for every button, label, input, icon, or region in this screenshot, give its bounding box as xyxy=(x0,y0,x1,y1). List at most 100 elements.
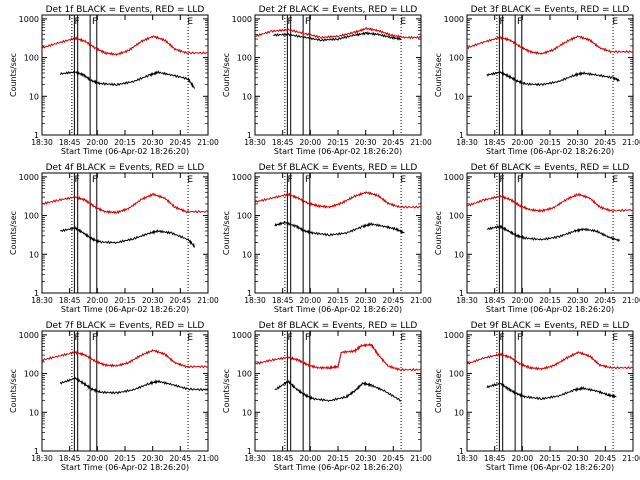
x-tick-label: 18:30 xyxy=(31,138,53,147)
y-tick-label: 1000 xyxy=(444,15,464,24)
x-axis-label: Start Time (06-Apr-02 18:26:20) xyxy=(486,305,614,314)
x-tick-label: 18:30 xyxy=(31,454,53,463)
series-lld-line xyxy=(466,34,634,56)
panel-1: Det 1f BLACK = Events, RED = LLD 1 10 100 10… xyxy=(9,5,219,156)
interval-marker-F: F xyxy=(305,175,310,185)
interval-marker-E: E xyxy=(400,333,406,343)
series-lld-line xyxy=(466,192,634,213)
panel-title: Det 2f BLACK = Events, RED = LLD xyxy=(259,5,418,15)
interval-marker-F: F xyxy=(288,333,293,343)
interval-marker-F: F xyxy=(305,333,310,343)
panel-8: Det 8f BLACK = Events, RED = LLD 1 10 100 10… xyxy=(222,321,432,472)
x-tick-label: 20:00 xyxy=(87,454,109,463)
plot-frame xyxy=(41,172,209,294)
x-tick-label: 18:30 xyxy=(456,138,478,147)
y-tick-label: 1 xyxy=(459,447,464,456)
y-axis-label: Counts/sec xyxy=(9,369,18,413)
x-tick-label: 18:45 xyxy=(59,454,81,463)
x-tick-label: 18:45 xyxy=(484,454,506,463)
interval-marker-F: F xyxy=(288,175,293,185)
x-tick-label: 21:00 xyxy=(197,296,219,305)
y-tick-label: 1000 xyxy=(232,15,252,24)
interval-marker-F: F xyxy=(92,175,97,185)
x-axis-label: Start Time (06-Apr-02 18:26:20) xyxy=(61,305,189,314)
x-tick-label: 18:30 xyxy=(244,454,266,463)
x-tick-label: 21:00 xyxy=(410,454,432,463)
y-tick-label: 1 xyxy=(459,131,464,140)
y-tick-label: 1000 xyxy=(19,331,39,340)
y-tick-label: 1000 xyxy=(232,173,252,182)
y-tick-label: 10 xyxy=(242,92,252,101)
y-tick-label: 10 xyxy=(29,408,39,417)
x-tick-label: 20:00 xyxy=(87,296,109,305)
interval-marker-F: F xyxy=(75,175,80,185)
interval-marker-E: E xyxy=(400,17,406,27)
x-tick-label: 20:45 xyxy=(595,454,617,463)
panel-title: Det 3f BLACK = Events, RED = LLD xyxy=(471,5,630,15)
interval-marker-F: F xyxy=(92,333,97,343)
interval-marker-F: F xyxy=(75,17,80,27)
x-tick-label: 20:45 xyxy=(170,138,192,147)
interval-marker-F: F xyxy=(305,17,310,27)
panel-title: Det 1f BLACK = Events, RED = LLD xyxy=(46,5,205,15)
series-lld-line xyxy=(254,191,422,209)
x-tick-label: 20:15 xyxy=(114,296,136,305)
interval-marker-F: F xyxy=(75,333,80,343)
x-tick-label: 21:00 xyxy=(197,138,219,147)
interval-marker-E: E xyxy=(612,333,618,343)
interval-marker-E: E xyxy=(187,17,193,27)
y-axis-label: Counts/sec xyxy=(9,53,18,97)
series-events-line xyxy=(274,379,402,403)
panel-title: Det 6f BLACK = Events, RED = LLD xyxy=(471,163,630,173)
interval-marker-F: F xyxy=(500,333,505,343)
x-tick-label: 21:00 xyxy=(622,296,640,305)
x-tick-label: 21:00 xyxy=(622,138,640,147)
y-axis-label: Counts/sec xyxy=(434,53,443,97)
y-tick-label: 100 xyxy=(237,54,252,63)
y-axis-label: Counts/sec xyxy=(222,53,231,97)
x-tick-label: 20:45 xyxy=(170,454,192,463)
y-tick-label: 1000 xyxy=(444,331,464,340)
x-tick-label: 20:30 xyxy=(567,296,589,305)
interval-marker-E: E xyxy=(400,175,406,185)
x-tick-label: 20:00 xyxy=(512,454,534,463)
panel-7: Det 7f BLACK = Events, RED = LLD 1 10 100 10… xyxy=(9,321,219,472)
plot-frame xyxy=(466,172,634,294)
panel-5: Det 5f BLACK = Events, RED = LLD 1 10 100 10… xyxy=(222,163,432,314)
y-tick-label: 10 xyxy=(242,250,252,259)
x-tick-label: 20:15 xyxy=(327,454,349,463)
interval-marker-F: F xyxy=(517,17,522,27)
series-lld-line xyxy=(255,26,422,40)
x-axis-label: Start Time (06-Apr-02 18:26:20) xyxy=(486,147,614,156)
y-tick-label: 100 xyxy=(237,370,252,379)
interval-marker-F: F xyxy=(92,17,97,27)
y-tick-label: 1 xyxy=(34,447,39,456)
y-tick-label: 1 xyxy=(247,131,252,140)
series-lld-line xyxy=(254,342,422,372)
x-axis-label: Start Time (06-Apr-02 18:26:20) xyxy=(61,147,189,156)
x-tick-label: 20:45 xyxy=(595,138,617,147)
y-tick-label: 1000 xyxy=(19,15,39,24)
plot-frame xyxy=(254,330,422,452)
x-tick-label: 20:30 xyxy=(355,138,377,147)
series-events-line xyxy=(59,376,209,395)
interval-marker-E: E xyxy=(612,17,618,27)
x-tick-label: 20:30 xyxy=(142,454,164,463)
y-tick-label: 1 xyxy=(247,447,252,456)
x-tick-label: 20:00 xyxy=(87,138,109,147)
y-tick-label: 10 xyxy=(29,250,39,259)
y-tick-label: 1 xyxy=(247,289,252,298)
series-lld-line xyxy=(41,35,209,57)
x-tick-label: 18:30 xyxy=(244,138,266,147)
y-tick-label: 100 xyxy=(237,212,252,221)
x-tick-label: 20:00 xyxy=(300,138,322,147)
x-tick-label: 20:15 xyxy=(327,296,349,305)
x-tick-label: 20:15 xyxy=(539,296,561,305)
panel-title: Det 5f BLACK = Events, RED = LLD xyxy=(259,163,418,173)
y-tick-label: 10 xyxy=(454,92,464,101)
x-tick-label: 20:15 xyxy=(114,138,136,147)
y-axis-label: Counts/sec xyxy=(434,211,443,255)
y-axis-label: Counts/sec xyxy=(9,211,18,255)
x-axis-label: Start Time (06-Apr-02 18:26:20) xyxy=(274,147,402,156)
y-tick-label: 1 xyxy=(34,289,39,298)
